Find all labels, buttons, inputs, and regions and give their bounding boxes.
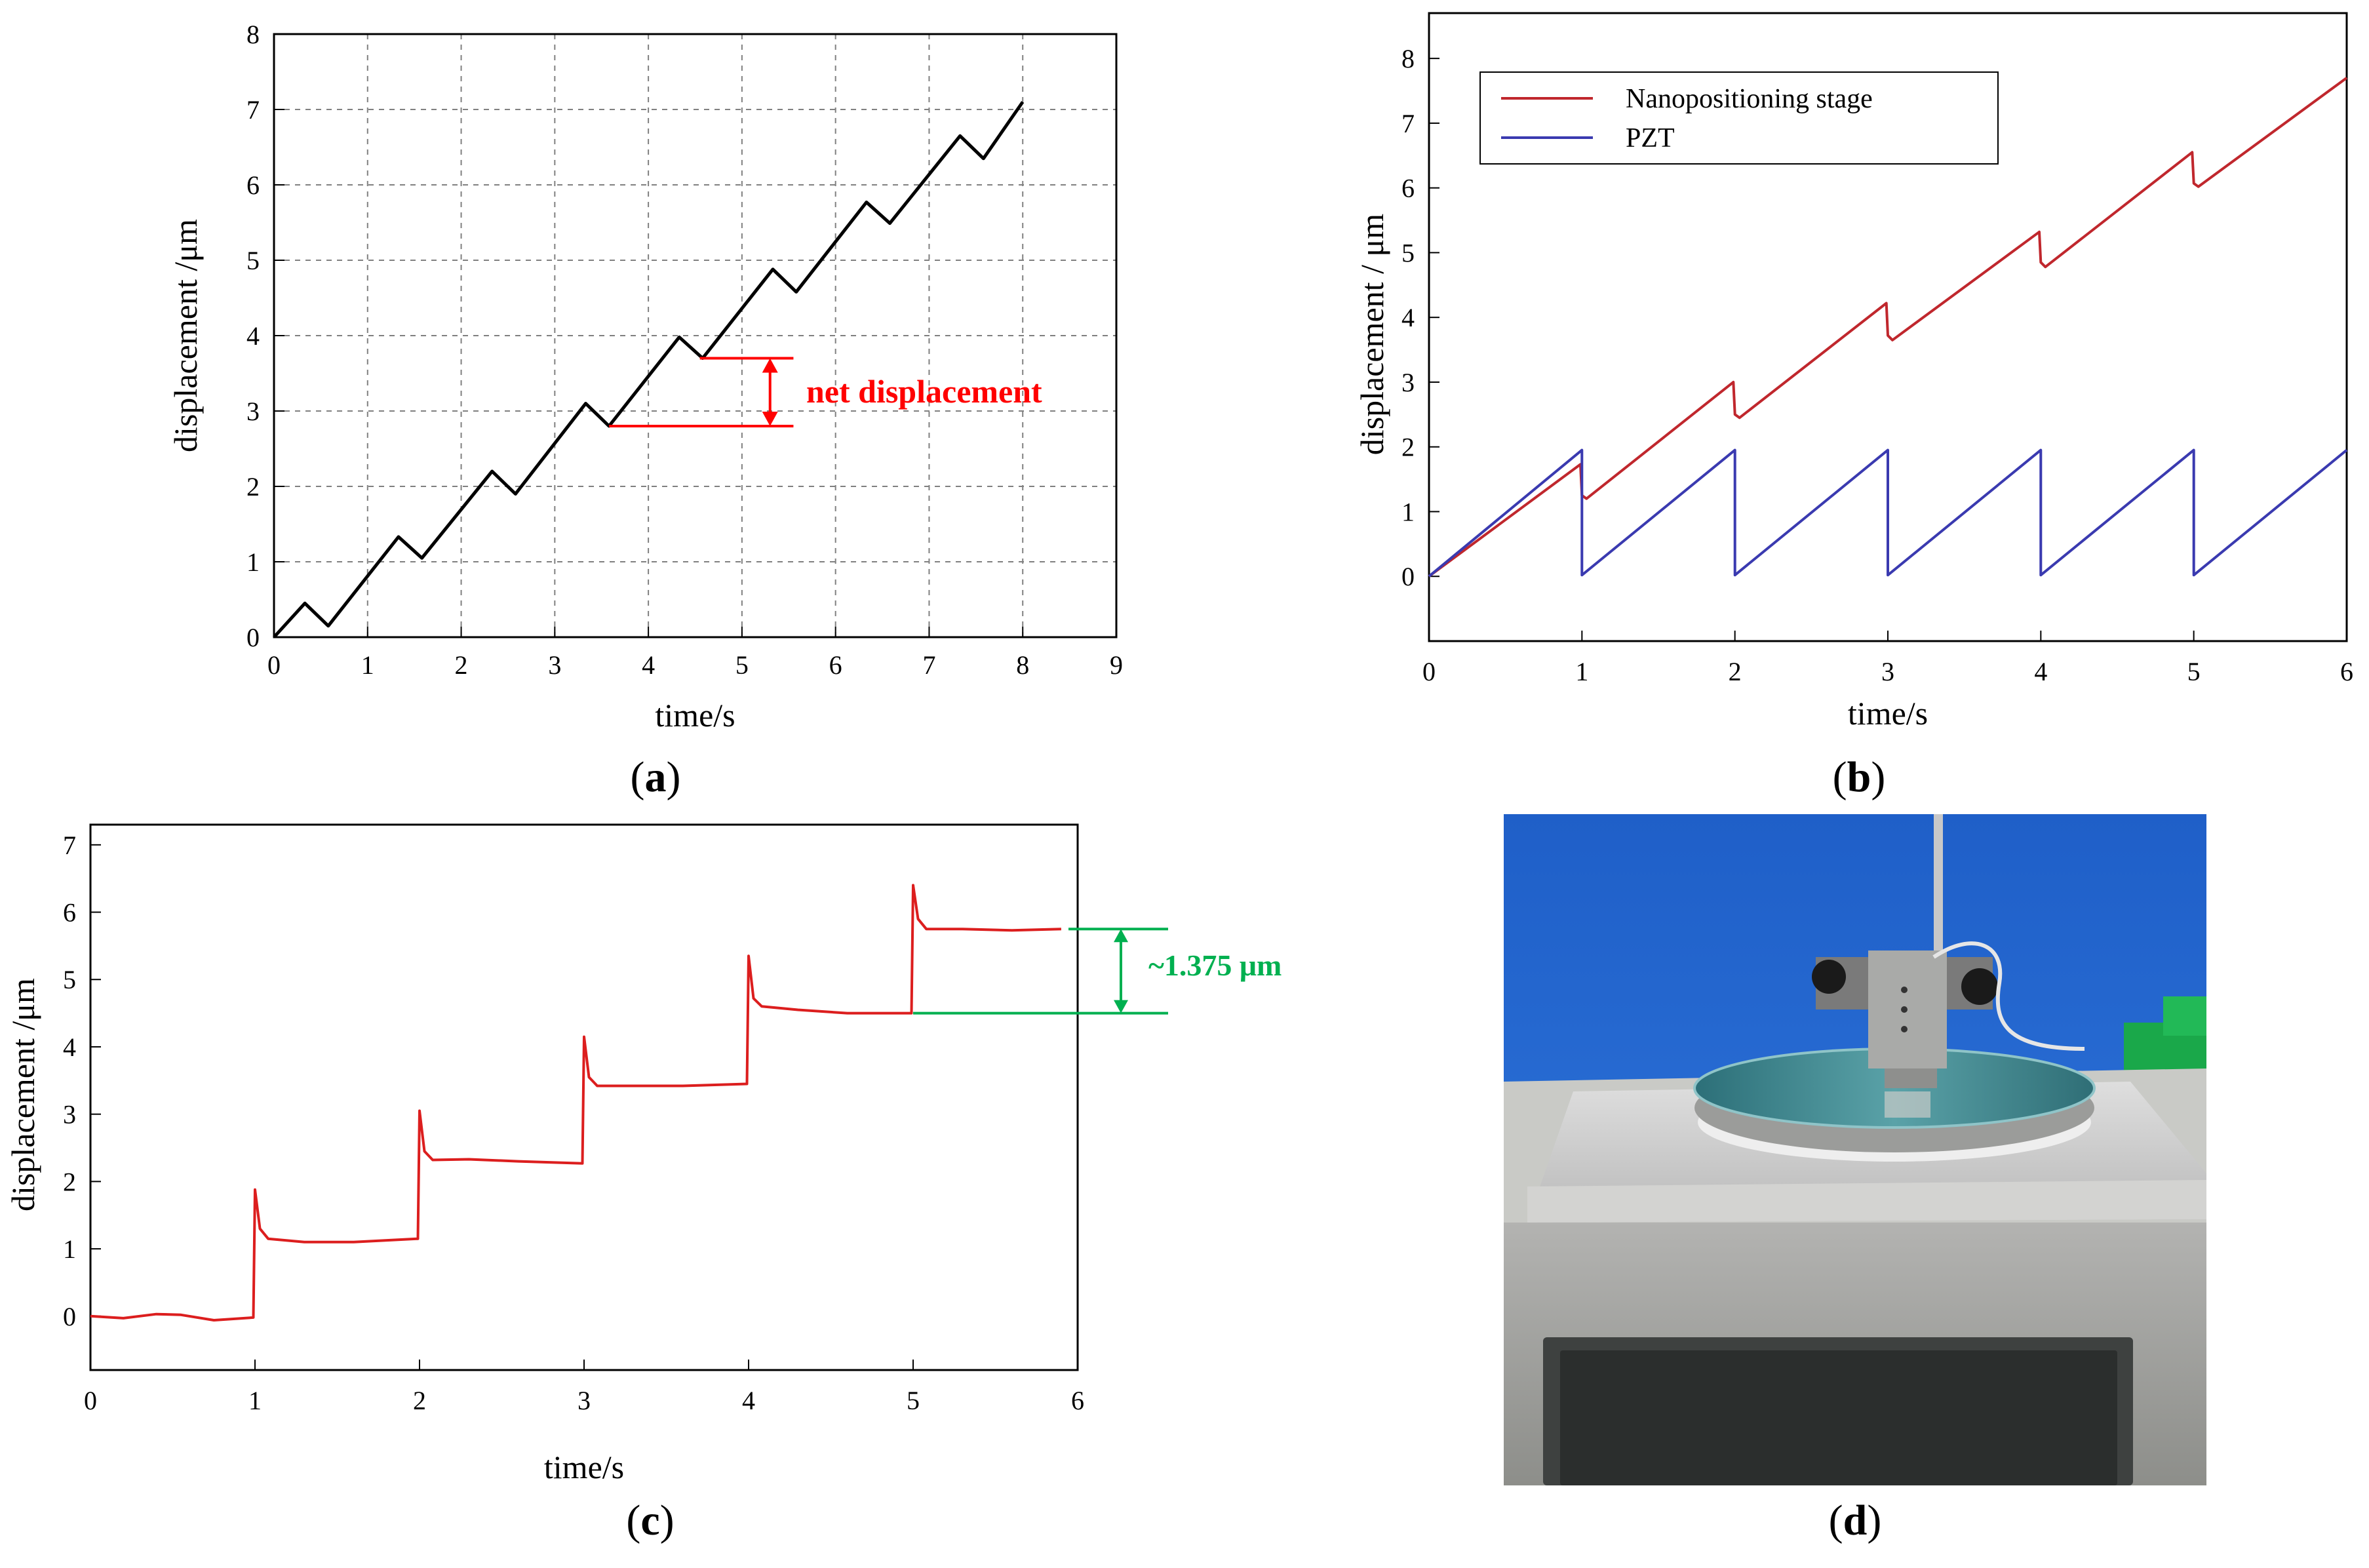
x-tick-label: 8 [1016, 650, 1029, 680]
x-tick-label: 6 [2340, 657, 2353, 686]
y-tick-label: 0 [1401, 562, 1415, 591]
y-axis-label: displacement / μm [1354, 214, 1390, 455]
x-tick-label: 4 [642, 650, 655, 680]
y-tick-label: 0 [63, 1302, 76, 1331]
photo-knob-left [1812, 960, 1846, 994]
y-tick-label: 1 [63, 1234, 76, 1264]
y-tick-label: 5 [63, 965, 76, 994]
x-tick-label: 2 [455, 650, 468, 680]
x-tick-label: 5 [735, 650, 749, 680]
y-tick-label: 2 [63, 1167, 76, 1196]
x-tick-label: 6 [829, 650, 842, 680]
annotation-arrowhead-up [1114, 929, 1128, 943]
annotation-label: ~1.375 μm [1148, 949, 1282, 982]
photo-hole [1901, 1006, 1908, 1013]
y-tick-label: 5 [1401, 238, 1415, 267]
photo-rod [1934, 814, 1943, 985]
x-tick-label: 3 [1881, 657, 1894, 686]
photo-device-lip [1527, 1180, 2206, 1223]
photo-hole [1901, 1026, 1908, 1032]
x-tick-label: 1 [248, 1386, 262, 1415]
x-tick-label: 3 [548, 650, 561, 680]
annotation-arrowhead-down [762, 412, 778, 426]
y-tick-label: 2 [246, 472, 260, 501]
annotation-arrowhead-up [762, 358, 778, 373]
photo-hole [1901, 987, 1908, 993]
chart-c: 0 1 2 3 4 5 6 0 1 2 3 4 5 6 7 time/s displacement /μm ~1.… [5, 823, 1282, 1485]
x-axis-label: time/s [1848, 695, 1928, 732]
x-tick-label: 0 [1422, 657, 1436, 686]
y-tick-label: 4 [63, 1032, 76, 1062]
x-tick-label: 5 [907, 1386, 920, 1415]
series-line-pzt [1428, 448, 2348, 578]
caption-d: (d) [1828, 1497, 1882, 1544]
y-tick-label: 7 [1401, 109, 1415, 138]
caption-b-letter: b [1847, 753, 1871, 801]
x-tick-label: 0 [267, 650, 281, 680]
photo-knob-right [1961, 968, 1998, 1005]
caption-c-letter: c [640, 1497, 660, 1544]
legend-label: PZT [1626, 123, 1675, 153]
y-tick-label: 6 [1401, 174, 1415, 203]
y-tick-label: 3 [1401, 368, 1415, 397]
caption-a: (a) [630, 753, 681, 801]
x-tick-label: 2 [413, 1386, 426, 1415]
annotation-arrowhead-down [1114, 1000, 1128, 1013]
x-tick-label: 1 [361, 650, 374, 680]
chart-b: 0 1 2 3 4 5 6 0 1 2 3 4 5 6 7 8 time/s displacement / μm N… [1354, 12, 2353, 732]
y-tick-label: 1 [246, 547, 260, 577]
y-tick-label: 3 [246, 397, 260, 426]
x-tick-label: 9 [1110, 650, 1123, 680]
y-tick-label: 1 [1401, 497, 1415, 526]
photo-display-screen [1560, 1350, 2117, 1485]
x-axis-label: time/s [544, 1449, 624, 1485]
y-tick-label: 7 [246, 95, 260, 125]
y-tick-label: 8 [1401, 44, 1415, 73]
photo-wire [1932, 941, 2085, 1051]
legend-box [1479, 71, 1999, 165]
x-tick-label: 7 [922, 650, 935, 680]
y-tick-label: 0 [246, 623, 260, 652]
y-tick-label: 8 [246, 20, 260, 49]
photo-stage-mount [1885, 1068, 1937, 1088]
x-tick-label: 4 [742, 1386, 755, 1415]
series-line-displacement [90, 884, 1061, 1322]
y-tick-label: 7 [63, 831, 76, 860]
y-tick-label: 4 [246, 321, 260, 351]
y-axis-label: displacement /μm [5, 978, 41, 1211]
y-tick-label: 3 [63, 1100, 76, 1129]
caption-d-letter: d [1843, 1497, 1868, 1544]
caption-b: (b) [1832, 753, 1886, 801]
x-tick-label: 5 [2187, 657, 2201, 686]
photo-nanopositioning-stage [1504, 814, 2206, 1485]
y-tick-label: 4 [1401, 303, 1415, 332]
x-tick-label: 4 [2034, 657, 2047, 686]
x-tick-label: 1 [1575, 657, 1588, 686]
photo-stage-reflection [1885, 1091, 1930, 1118]
photo-green-object [2163, 996, 2206, 1036]
series-line-displacement [273, 101, 1025, 638]
caption-c: (c) [626, 1497, 675, 1544]
chart-a: 0 1 2 3 4 5 6 7 8 9 0 1 2 3 4 5 6 7 8 time/s displacement /μ… [167, 20, 1123, 734]
y-tick-label: 5 [246, 246, 260, 275]
x-tick-label: 3 [578, 1386, 591, 1415]
y-axis-label: displacement /μm [167, 219, 204, 452]
caption-a-letter: a [644, 753, 667, 801]
y-tick-label: 6 [63, 898, 76, 928]
annotation-label: net displacement [806, 373, 1042, 410]
legend-label: Nanopositioning stage [1626, 84, 1873, 114]
y-tick-label: 6 [246, 170, 260, 200]
series-line-nanopositioning-stage [1428, 77, 2348, 578]
x-tick-label: 6 [1071, 1386, 1084, 1415]
x-tick-label: 0 [84, 1386, 97, 1415]
x-axis-label: time/s [655, 697, 735, 734]
x-tick-label: 2 [1729, 657, 1742, 686]
y-tick-label: 2 [1401, 433, 1415, 462]
